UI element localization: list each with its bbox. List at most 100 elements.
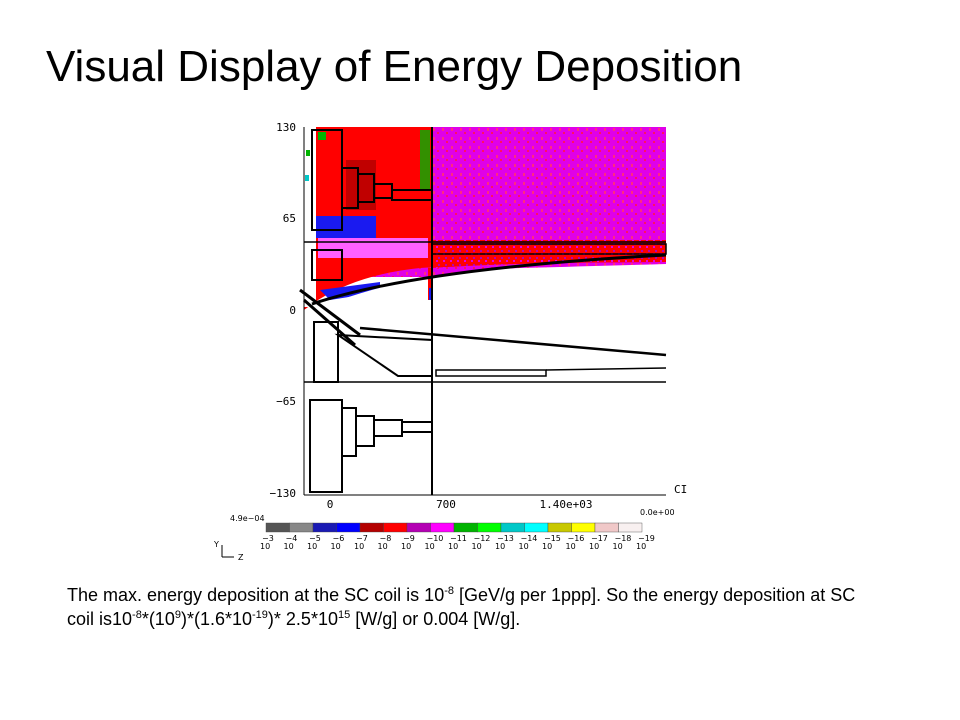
colorbar-tick-label: 10 — [354, 542, 364, 551]
axis-orientation-marker: Y Z — [213, 540, 244, 562]
y-tick-label: 130 — [276, 121, 296, 134]
colorbar-swatches — [265, 522, 643, 533]
colorbar-swatch — [547, 522, 572, 533]
caption-text: )* 2.5*10 — [267, 609, 338, 629]
x-tick-label: 700 — [436, 498, 456, 511]
colorbar-tick-label: 10 — [401, 542, 411, 551]
red-streak — [428, 268, 432, 300]
colorbar-tick-label: 10 — [566, 542, 576, 551]
cone-boundary-lower — [359, 326, 667, 357]
coil-block-lower — [313, 321, 339, 383]
coil-block — [311, 249, 343, 281]
colorbar-tick-label: 10 — [542, 542, 552, 551]
colorbar-tick-exponent: −8 — [380, 534, 392, 543]
colorbar-tick-exponent: −5 — [309, 534, 321, 543]
pink-band — [318, 238, 428, 258]
cone-boundary-upper — [311, 253, 667, 306]
x-tick-label: 0 — [327, 498, 334, 511]
caption-exponent: -19 — [252, 609, 268, 621]
green-speck — [306, 150, 310, 156]
axes: 130 65 0 −65 −130 0 700 1.40e+03 CI — [270, 121, 688, 511]
green-strip — [420, 130, 430, 190]
colorbar-tick-label: 10 — [378, 542, 388, 551]
beam-pipe-outline — [431, 243, 667, 255]
colorbar-tick-exponent: −14 — [521, 534, 538, 543]
colorbar-tick-exponent: −11 — [450, 534, 467, 543]
empty-lower-region — [304, 264, 666, 495]
y-tick-label: −130 — [270, 487, 297, 500]
y-axis-marker-label: Y — [213, 540, 219, 549]
wedge-outline — [334, 333, 433, 377]
green-speck — [318, 132, 326, 140]
caption-text: [GeV/g per 1ppp]. So the energy depositi… — [67, 585, 856, 629]
caption-exponent: -8 — [444, 585, 454, 597]
colorbar-swatch — [500, 522, 525, 533]
colorbar-tick-label: 10 — [260, 542, 270, 551]
x-tick-label: 1.40e+03 — [540, 498, 593, 511]
colorbar-tick-exponent: −16 — [568, 534, 585, 543]
colorbar-tick-label: 10 — [425, 542, 435, 551]
colorbar-min-label: 0.0e+00 — [640, 508, 675, 517]
colorbar-tick-exponent: −17 — [591, 534, 608, 543]
colorbar-swatch — [406, 522, 431, 533]
colorbar-tick-label: 10 — [636, 542, 646, 551]
colorbar-tick-exponent: −13 — [497, 534, 514, 543]
colorbar-tick-exponent: −9 — [403, 534, 415, 543]
geometry-outlines — [299, 127, 667, 495]
caption-exponent: 15 — [337, 609, 351, 621]
diagonal-line — [299, 288, 361, 337]
colorbar-tick-label: 10 — [331, 542, 341, 551]
colorbar-tick-exponent: −4 — [286, 534, 298, 543]
colorbar-tick-exponent: −7 — [356, 534, 368, 543]
colorbar-swatch — [618, 522, 643, 533]
colorbar-tick-label: 10 — [307, 542, 317, 551]
colorbar-tick-exponent: −15 — [544, 534, 561, 543]
colorbar-tick-label: 10 — [448, 542, 458, 551]
colorbar-swatch — [383, 522, 408, 533]
colorbar-tick-label: 10 — [495, 542, 505, 551]
colorbar-swatch — [430, 522, 455, 533]
colorbar-tick-exponent: −6 — [333, 534, 345, 543]
colorbar: 4.9e−04 0.0e+00 10−310−410−510−610−710−8… — [230, 508, 675, 551]
colorbar-tick-exponent: −10 — [427, 534, 444, 543]
y-tick-label: −65 — [276, 395, 296, 408]
pipe-line — [545, 367, 667, 371]
coil-block — [391, 189, 433, 201]
y-tick-label: 65 — [283, 212, 296, 225]
colorbar-tick-label: 10 — [589, 542, 599, 551]
colorbar-swatch — [289, 522, 314, 533]
colorbar-labels: 10−310−410−510−610−710−810−910−1010−1110… — [260, 534, 655, 551]
colorbar-swatch — [453, 522, 478, 533]
y-tick-label: 0 — [289, 304, 296, 317]
cyan-speck — [305, 175, 309, 181]
colorbar-tick-exponent: −12 — [474, 534, 491, 543]
caption-text: *(10 — [141, 609, 175, 629]
colorbar-tick-exponent: −19 — [638, 534, 655, 543]
caption: The max. energy deposition at the SC coi… — [67, 583, 887, 631]
blue-streak — [429, 288, 431, 300]
colorbar-swatch — [594, 522, 619, 533]
beam-pipe-lower — [435, 369, 547, 377]
red-deposition-region — [304, 127, 666, 310]
colorbar-tick-exponent: −18 — [615, 534, 632, 543]
colorbar-max-label: 4.9e−04 — [230, 514, 265, 523]
colorbar-tick-label: 10 — [519, 542, 529, 551]
colorbar-swatch — [265, 522, 290, 533]
colorbar-swatch — [571, 522, 596, 533]
caption-text: The max. energy deposition at the SC coi… — [67, 585, 445, 605]
colorbar-swatch — [359, 522, 384, 533]
caption-exponent: 9 — [174, 609, 181, 621]
colorbar-tick-label: 10 — [284, 542, 294, 551]
blue-patch-upper — [316, 216, 376, 238]
caption-text: )*(1.6*10 — [180, 609, 253, 629]
colorbar-swatch — [524, 522, 549, 533]
caption-text: [W/g] or 0.004 [W/g]. — [350, 609, 521, 629]
caption-exponent: -8 — [132, 609, 142, 621]
z-axis-marker-label: Z — [238, 553, 244, 562]
page-title: Visual Display of Energy Deposition — [46, 42, 743, 91]
colorbar-swatch — [312, 522, 337, 533]
colorbar-tick-label: 10 — [472, 542, 482, 551]
x-axis-tag: CI — [674, 483, 687, 496]
colorbar-swatch — [336, 522, 361, 533]
